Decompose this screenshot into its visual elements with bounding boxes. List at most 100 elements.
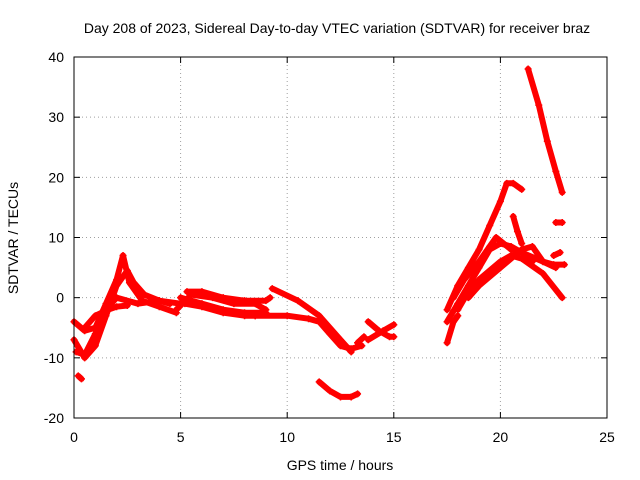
data-point-marker (486, 243, 494, 251)
data-point-marker (283, 312, 291, 320)
series-arc-11 (268, 285, 355, 356)
data-point-marker (475, 246, 483, 254)
data-point-marker (358, 342, 366, 350)
data-point-marker (558, 218, 566, 226)
data-point-marker (113, 294, 121, 302)
data-point-marker (454, 306, 462, 314)
x-axis-label: GPS time / hours (287, 457, 394, 473)
data-point-marker (507, 246, 515, 254)
data-point-marker (454, 312, 462, 320)
data-point-marker (492, 234, 500, 241)
data-point-marker (475, 282, 483, 290)
data-point-marker (251, 312, 259, 320)
data-point-marker (539, 258, 547, 266)
data-point-marker (134, 300, 142, 308)
data-point-marker (509, 179, 517, 187)
data-point-marker (360, 333, 368, 341)
series-arc-20 (454, 252, 566, 314)
data-point-marker (528, 243, 536, 251)
data-point-marker (518, 255, 526, 263)
series-arc-15 (354, 333, 368, 347)
data-point-marker (305, 315, 313, 323)
series-arc-8 (183, 288, 274, 305)
data-point-marker (390, 333, 398, 341)
data-point-marker (539, 270, 547, 278)
grid-lines (74, 57, 607, 418)
data-point-marker (268, 285, 276, 293)
x-tick-label: 5 (177, 429, 185, 445)
x-tick-label: 25 (599, 429, 615, 445)
data-point-marker (81, 324, 89, 332)
data-point-marker (91, 330, 99, 338)
data-point-marker (315, 378, 323, 386)
data-point-marker (241, 297, 249, 305)
data-point-marker (219, 294, 227, 302)
data-point-marker (558, 188, 566, 196)
data-point-marker (262, 297, 270, 305)
x-tick-label: 10 (279, 429, 295, 445)
data-point-marker (123, 267, 131, 275)
data-point-marker (181, 300, 189, 308)
y-tick-label: 30 (48, 109, 64, 125)
series-trace (525, 66, 566, 196)
data-point-marker (91, 342, 99, 350)
data-point-marker (140, 291, 148, 299)
series-arc-4 (74, 372, 85, 383)
data-point-marker (113, 303, 121, 311)
data-point-marker (266, 294, 274, 302)
series-trace (71, 267, 173, 361)
series-arc-22 (509, 212, 526, 248)
data-point-marker (155, 303, 163, 311)
y-tick-label: 40 (48, 49, 64, 65)
x-tick-label: 20 (493, 429, 509, 445)
data-point-marker (550, 261, 558, 269)
data-point-marker (390, 321, 398, 329)
data-point-marker (326, 387, 334, 395)
data-point-marker (364, 318, 372, 326)
axis-ticks: 0 5 10 15 20 25 -20 -10 0 10 20 30 40 (44, 49, 615, 445)
data-point-marker (113, 282, 121, 290)
data-point-marker (543, 137, 551, 145)
plot-frame (73, 56, 608, 419)
series-trace (73, 294, 184, 358)
series-arc-5 (81, 301, 131, 332)
x-tick-label: 15 (386, 429, 402, 445)
data-point-marker (486, 221, 494, 229)
data-point-marker (315, 312, 323, 320)
data-point-marker (460, 276, 468, 284)
data-point-marker (535, 101, 543, 109)
data-series-layer (70, 65, 568, 401)
data-point-marker (337, 336, 344, 344)
data-point-marker (130, 279, 138, 287)
series-arc-12 (315, 378, 362, 401)
data-point-marker (379, 327, 387, 335)
data-point-marker (464, 294, 472, 302)
data-point-marker (91, 312, 99, 320)
y-tick-label: -20 (44, 410, 64, 426)
data-point-marker (337, 393, 344, 401)
data-point-marker (449, 318, 457, 326)
data-point-marker (518, 246, 526, 254)
series-arc-24 (552, 218, 566, 226)
data-point-marker (443, 306, 451, 314)
x-tick-label: 0 (70, 429, 78, 445)
data-point-marker (509, 212, 517, 220)
data-point-marker (177, 294, 185, 302)
data-point-marker (550, 252, 558, 260)
data-point-marker (524, 65, 532, 73)
chart-title: Day 208 of 2023, Sidereal Day-to-day VTE… (84, 20, 590, 36)
series-trace (454, 252, 566, 313)
data-point-marker (449, 294, 457, 302)
series-arc-16 (443, 312, 462, 347)
data-point-marker (518, 240, 526, 248)
data-point-marker (560, 261, 568, 269)
series-arc-14 (364, 321, 398, 344)
data-point-marker (219, 309, 227, 317)
data-point-marker (496, 197, 504, 205)
data-point-marker (104, 306, 112, 314)
series-arc-21 (464, 243, 568, 302)
y-axis-label: SDTVAR / TECUs (5, 182, 21, 294)
y-tick-label: 10 (48, 230, 64, 246)
data-point-marker (475, 258, 483, 266)
data-point-marker (81, 351, 89, 359)
